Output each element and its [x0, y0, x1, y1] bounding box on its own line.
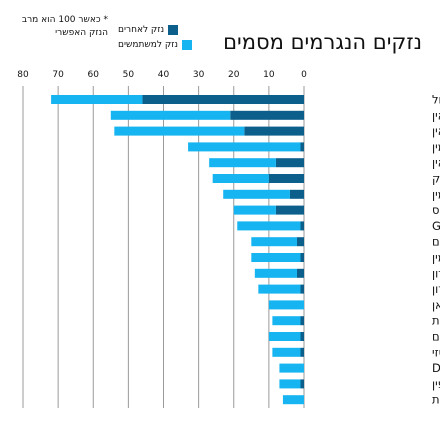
- bar-harm-users: [272, 316, 301, 326]
- x-tick-label: 80: [17, 70, 29, 80]
- bar-harm-others: [300, 332, 304, 341]
- category-label: מתאדון: [432, 266, 440, 280]
- legend-swatch-others: [168, 24, 179, 35]
- bar-harm-users: [272, 347, 301, 357]
- bar-harm-users: [110, 110, 231, 120]
- x-tick-label: 10: [263, 70, 275, 80]
- bar-harm-others: [300, 284, 304, 294]
- bar-harm-others: [300, 379, 304, 389]
- legend-label-users: נזק למשתמשים: [118, 39, 178, 50]
- bar-harm-others: [300, 221, 304, 231]
- category-label: הרואין: [432, 108, 440, 122]
- category-label: סטרואידים אנאבוליים: [432, 330, 440, 344]
- x-tick-label: 20: [228, 70, 240, 80]
- bar-harm-others: [296, 268, 304, 278]
- category-label: בנזודיאזפינים: [432, 235, 440, 249]
- bar-harm-users: [51, 95, 143, 104]
- category-label: אלכוהול: [432, 93, 440, 107]
- bar-harm-users: [279, 379, 301, 389]
- category-label: טבק: [432, 172, 440, 186]
- bar-harm-others: [244, 126, 304, 136]
- bar-harm-users: [188, 142, 301, 152]
- category-label: קנאביס: [432, 203, 440, 217]
- bar-harm-users: [268, 332, 301, 341]
- chart-title: נזקים הנגרמים מסמים: [223, 30, 422, 54]
- x-tick-label: 0: [301, 70, 307, 80]
- bar-harm-others: [230, 110, 304, 120]
- bar-harm-others: [275, 205, 304, 215]
- bar-harm-users: [212, 174, 269, 183]
- category-label: GHB: [432, 219, 440, 233]
- bar-harm-users: [258, 284, 301, 294]
- legend: נזק לאחרים נזק למשתמשים: [118, 22, 192, 52]
- bar-harm-users: [223, 189, 290, 199]
- bar-harm-users: [254, 268, 297, 278]
- bar-harm-others: [142, 95, 304, 104]
- x-tick-label: 60: [88, 70, 100, 80]
- bar-harm-others: [275, 158, 304, 168]
- bar-harm-users: [114, 126, 245, 136]
- bar-harm-users: [251, 237, 297, 247]
- category-label: מפדרון: [432, 282, 440, 296]
- category-label: אמפטמין: [432, 187, 440, 201]
- bar-harm-others: [300, 347, 304, 357]
- bar-harm-users: [233, 205, 276, 215]
- bar-harm-others: [289, 189, 304, 199]
- category-label: קאת: [432, 314, 440, 328]
- category-label: מתאמפטמין: [432, 140, 440, 154]
- x-tick-label: 70: [52, 70, 64, 80]
- x-tick-label: 30: [193, 70, 205, 80]
- bar-harm-users: [209, 158, 276, 168]
- legend-item-others: נזק לאחרים: [118, 22, 192, 37]
- bar-harm-others: [300, 142, 304, 152]
- x-tick-label: 40: [158, 70, 170, 80]
- category-label: קראק קוקאין: [432, 124, 440, 138]
- chart-note: * כאשר 100 הוא מרב הנזק האפשרי: [21, 15, 108, 38]
- bar-harm-others: [268, 174, 304, 183]
- x-tick-label: 50: [123, 70, 135, 80]
- category-label: DSL: [432, 361, 440, 375]
- category-label: בוטאן: [432, 298, 440, 312]
- category-label: אקסטזי: [432, 345, 440, 359]
- bar-harm-users: [268, 300, 304, 310]
- category-label: פטריות: [432, 393, 440, 407]
- category-label: קטמין: [432, 251, 440, 265]
- bar-harm-others: [300, 253, 304, 262]
- legend-label-others: נזק לאחרים: [118, 24, 165, 35]
- category-label: קוקאין: [432, 156, 440, 170]
- bar-harm-users: [279, 363, 304, 373]
- legend-item-users: נזק למשתמשים: [118, 37, 192, 52]
- legend-swatch-users: [181, 39, 192, 50]
- bar-harm-others: [296, 237, 304, 247]
- category-label: בופרנורפין: [432, 377, 440, 391]
- bar-harm-users: [237, 221, 301, 231]
- bar-harm-users: [282, 395, 304, 405]
- bar-harm-users: [251, 253, 301, 262]
- bar-harm-others: [300, 316, 304, 326]
